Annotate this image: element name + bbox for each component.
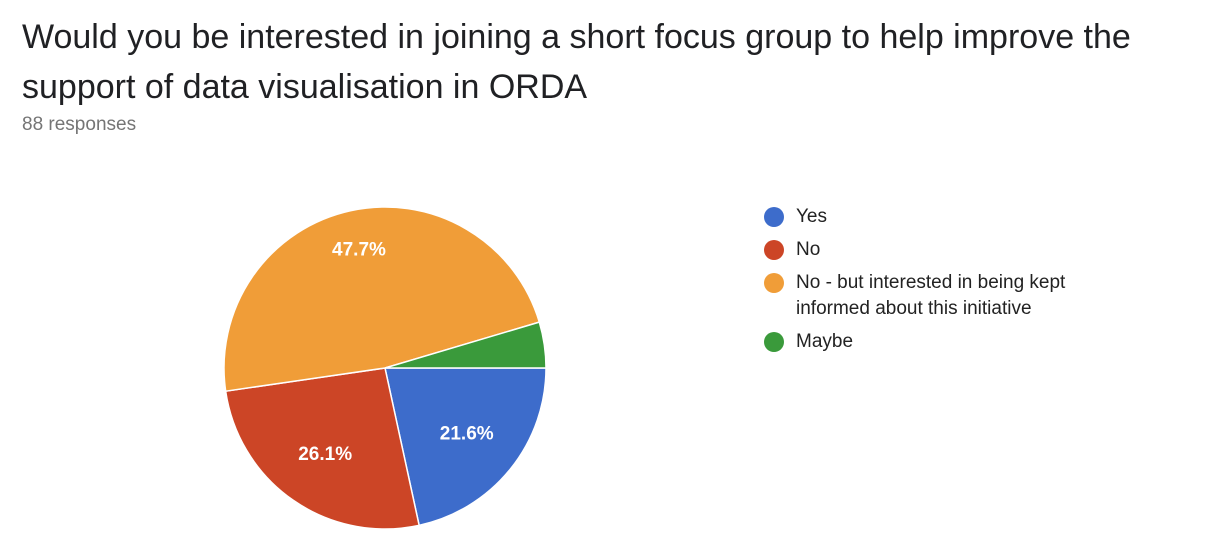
slice-label-no: 26.1% — [298, 444, 352, 465]
slice-label-no-but-informed: 47.7% — [332, 239, 386, 260]
legend-swatch-maybe — [764, 332, 784, 352]
question-title: Would you be interested in joining a sho… — [22, 18, 1131, 106]
legend-swatch-no-but-informed — [764, 273, 784, 293]
pie-slice-maybe — [384, 321, 547, 369]
legend-item-no-but-informed: No - but interested in being kept inform… — [764, 270, 1144, 322]
legend-label-no-but-informed: No - but interested in being kept inform… — [796, 272, 1066, 319]
pie-slice-yes — [384, 367, 547, 527]
legend-label-no: No — [796, 239, 821, 260]
legend-item-no: No — [764, 237, 1144, 263]
legend-item-maybe: Maybe — [764, 329, 1144, 355]
legend-item-yes: Yes — [764, 204, 1144, 230]
pie-slice-no — [224, 367, 421, 530]
legend-swatch-yes — [764, 207, 784, 227]
response-count: 88 responses — [22, 114, 137, 135]
slice-label-yes: 21.6% — [440, 423, 494, 444]
legend-label-maybe: Maybe — [796, 331, 854, 352]
pie-slice-labels: 21.6% 26.1% 47.7% — [298, 239, 494, 464]
chart-legend: Yes No No - but interested in being kept… — [764, 204, 1144, 362]
legend-label-yes: Yes — [796, 206, 827, 227]
pie-slices — [223, 206, 547, 530]
legend-swatch-no — [764, 240, 784, 260]
